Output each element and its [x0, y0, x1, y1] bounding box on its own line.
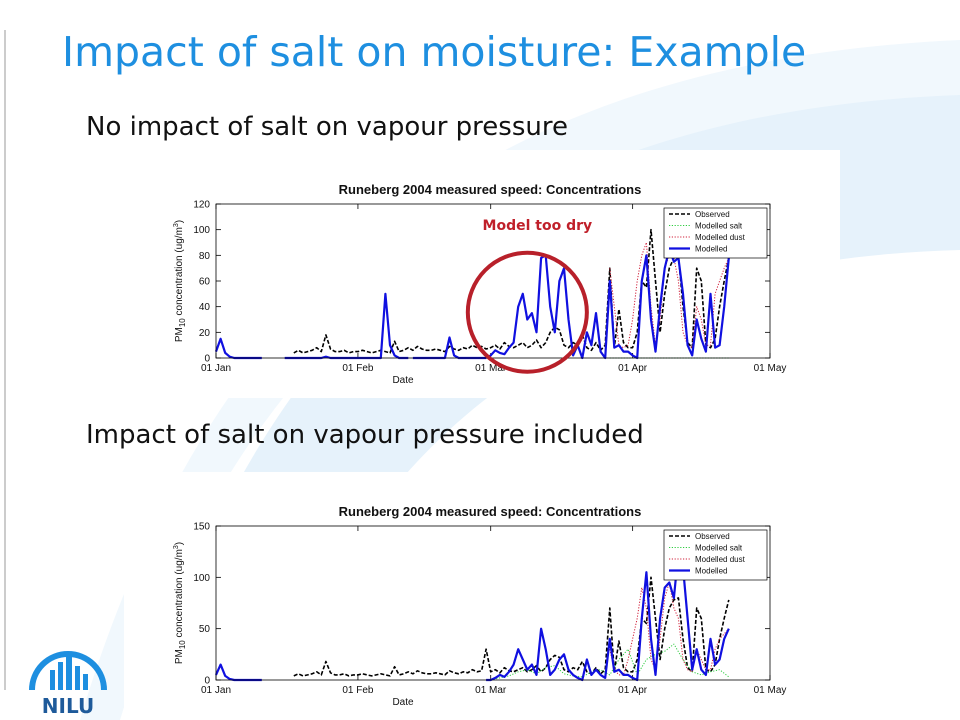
x-tick-label: 01 Apr — [618, 685, 648, 696]
logo-building — [50, 670, 55, 690]
series-line-observed — [293, 228, 730, 354]
y-tick-label: 80 — [199, 251, 211, 262]
legend-box — [663, 529, 768, 581]
logo-building — [66, 656, 72, 690]
subtitle-no-impact: No impact of salt on vapour pressure — [86, 112, 568, 142]
slide-title: Impact of salt on moisture: Example — [62, 28, 807, 76]
chart-title: Runeberg 2004 measured speed: Concentrat… — [339, 504, 642, 519]
y-tick-label: 120 — [193, 200, 210, 211]
y-tick-label: 100 — [193, 225, 210, 236]
y-tick-label: 60 — [199, 277, 211, 288]
subtitle-impact-included: Impact of salt on vapour pressure includ… — [86, 420, 644, 450]
y-tick-label: 100 — [193, 573, 210, 584]
plot-frame — [215, 525, 771, 681]
series-line-modelled — [486, 550, 730, 682]
y-tick-label: 50 — [199, 624, 211, 635]
chart-title: Runeberg 2004 measured speed: Concentrat… — [339, 182, 642, 197]
y-tick-label: 0 — [204, 676, 210, 687]
x-axis-label: Date — [392, 375, 414, 386]
y-tick-label: 40 — [199, 302, 211, 313]
y-tick-label: 150 — [193, 522, 210, 533]
legend-label: Modelled — [695, 567, 727, 576]
logo-arc — [29, 651, 107, 691]
x-tick-label: 01 Feb — [342, 685, 374, 696]
legend-label: Observed — [695, 210, 730, 219]
legend-label: Modelled — [695, 245, 727, 254]
x-tick-label: 01 May — [754, 363, 787, 374]
y-axis-label: PM10 concentration (ug/m3) — [173, 220, 187, 342]
legend-label: Modelled salt — [695, 222, 743, 231]
nilu-logo: NILU — [29, 651, 107, 716]
series-line-modelled — [485, 247, 730, 360]
logo-text: NILU — [42, 694, 94, 716]
chart-salt-impact-included: Runeberg 2004 measured speed: Concentrat… — [124, 472, 840, 720]
x-axis-label: Date — [392, 697, 414, 708]
x-tick-label: 01 May — [754, 685, 787, 696]
annotation-circle — [465, 250, 589, 374]
chart-no-salt-impact: Runeberg 2004 measured speed: Concentrat… — [124, 150, 840, 398]
legend-label: Modelled dust — [695, 233, 746, 242]
plot-frame — [215, 203, 771, 359]
logo-building — [58, 662, 63, 690]
legend-label: Observed — [695, 532, 730, 541]
series-line-observed — [293, 576, 730, 677]
x-tick-label: 01 Jan — [201, 685, 231, 696]
legend-label: Modelled salt — [695, 544, 743, 553]
y-tick-label: 0 — [204, 354, 210, 365]
x-tick-label: 01 Mar — [475, 363, 507, 374]
annotation-text: Model too dry — [483, 218, 593, 234]
x-tick-label: 01 Feb — [342, 363, 374, 374]
y-axis-label: PM10 concentration (ug/m3) — [173, 542, 187, 664]
y-tick-label: 20 — [199, 328, 211, 339]
legend-label: Modelled dust — [695, 555, 746, 564]
logo-building — [83, 674, 88, 690]
x-tick-label: 01 Apr — [618, 363, 648, 374]
x-tick-label: 01 Jan — [201, 363, 231, 374]
legend-box — [663, 207, 768, 259]
series-line-modelled-salt — [490, 643, 730, 681]
x-tick-label: 01 Mar — [475, 685, 507, 696]
logo-building — [75, 666, 80, 690]
